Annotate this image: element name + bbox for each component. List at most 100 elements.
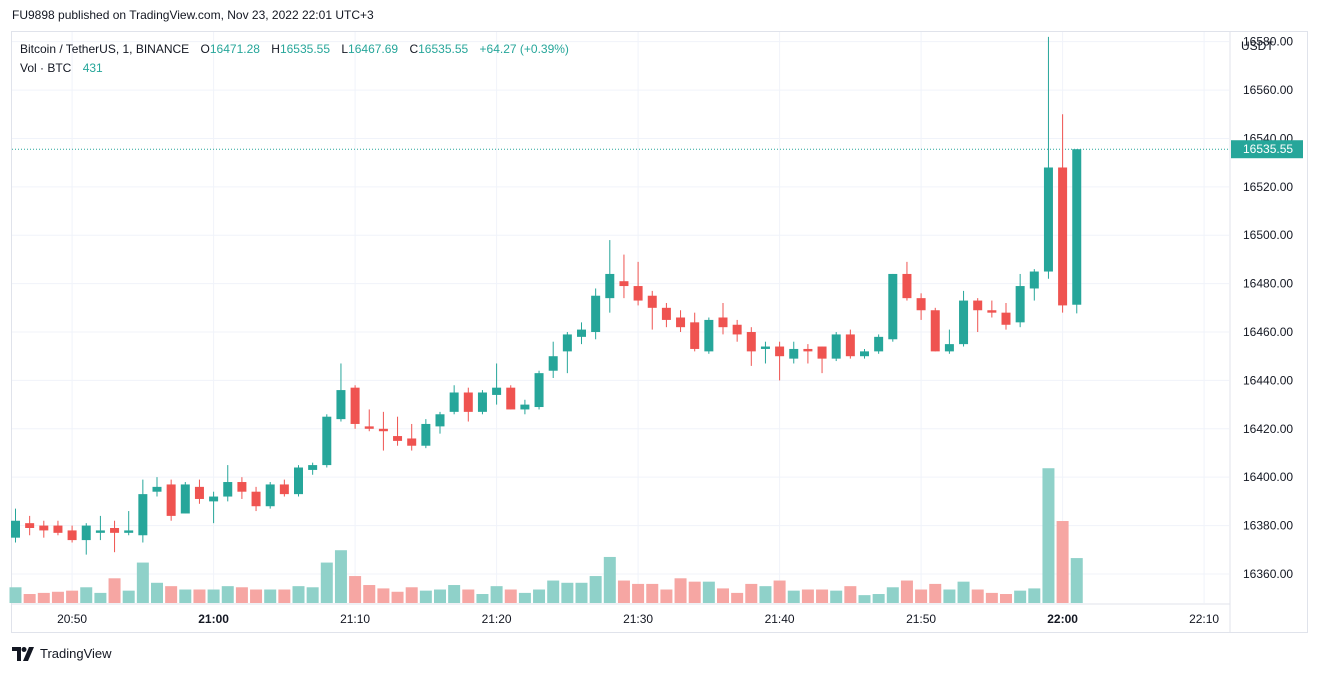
candle-body bbox=[364, 426, 374, 429]
volume-bar bbox=[320, 562, 333, 603]
volume-bar bbox=[235, 587, 248, 603]
candle-body bbox=[110, 527, 120, 533]
volume-bar bbox=[136, 562, 149, 603]
volume-bar bbox=[745, 583, 758, 603]
candle-body bbox=[194, 486, 204, 499]
price-tick-label: 16460.00 bbox=[1243, 325, 1293, 339]
candle bbox=[817, 346, 827, 374]
candle bbox=[294, 465, 303, 497]
candle-body bbox=[11, 520, 20, 538]
candle bbox=[237, 477, 247, 499]
volume-bar bbox=[886, 587, 899, 603]
footer-brand-text: TradingView bbox=[40, 646, 112, 661]
candle-body bbox=[95, 530, 105, 533]
candle bbox=[647, 290, 657, 330]
candle bbox=[1015, 273, 1025, 328]
legend-volume-label: Vol · BTC bbox=[20, 61, 72, 75]
candle-body bbox=[124, 530, 134, 533]
chart-legend: Bitcoin / TetherUS, 1, BINANCE O16471.28… bbox=[20, 40, 569, 78]
volume-bar bbox=[702, 581, 715, 603]
candle-body bbox=[251, 491, 261, 507]
candle-body bbox=[817, 346, 827, 359]
candle-body bbox=[548, 356, 558, 371]
candle-body bbox=[562, 334, 572, 352]
volume-bar bbox=[787, 590, 800, 603]
volume-bar bbox=[943, 589, 956, 603]
volume-bar bbox=[349, 576, 362, 603]
candle bbox=[350, 385, 360, 429]
published-caption: FU9898 published on TradingView.com, Nov… bbox=[12, 8, 374, 22]
volume-bar bbox=[674, 578, 687, 603]
candle bbox=[110, 520, 120, 553]
volume-bar bbox=[1056, 521, 1069, 603]
candle-body bbox=[152, 486, 162, 492]
candle-body bbox=[209, 496, 219, 502]
legend-open-label: O bbox=[200, 42, 210, 56]
time-tick-label: 21:40 bbox=[765, 612, 795, 626]
candle bbox=[916, 293, 926, 320]
volume-bar bbox=[646, 583, 659, 603]
price-axis: 16580.0016560.0016540.0016520.0016500.00… bbox=[1243, 35, 1293, 581]
candle-body bbox=[661, 307, 671, 320]
chart-frame[interactable] bbox=[11, 31, 1308, 633]
candle bbox=[378, 411, 388, 451]
volume-bar bbox=[419, 590, 432, 603]
volume-bars bbox=[9, 468, 1083, 603]
candle-body bbox=[265, 484, 275, 507]
candle-body bbox=[704, 319, 714, 352]
volume-bar bbox=[94, 592, 107, 603]
volume-bar bbox=[858, 595, 871, 603]
time-tick-label: 21:50 bbox=[906, 612, 936, 626]
volume-bar bbox=[801, 589, 814, 603]
currency-label: USDT bbox=[1241, 39, 1274, 53]
candle-body bbox=[1029, 271, 1039, 289]
volume-bar bbox=[434, 589, 446, 603]
volume-bar bbox=[334, 550, 347, 603]
legend-row-price: Bitcoin / TetherUS, 1, BINANCE O16471.28… bbox=[20, 40, 569, 59]
legend-close-value: 16535.55 bbox=[418, 42, 469, 56]
candle-body bbox=[775, 346, 785, 357]
candle-body bbox=[393, 436, 403, 441]
volume-bar bbox=[533, 589, 546, 603]
tradingview-logo-icon bbox=[12, 646, 34, 661]
candle-body bbox=[435, 414, 445, 427]
volume-bar bbox=[1028, 588, 1041, 603]
volume-bar bbox=[405, 587, 418, 603]
candle bbox=[407, 423, 417, 451]
candle-body bbox=[477, 392, 487, 412]
price-tick-label: 16560.00 bbox=[1243, 83, 1293, 97]
candle-body bbox=[506, 387, 516, 410]
volume-bar bbox=[518, 592, 531, 603]
legend-change: +64.27 (+0.39%) bbox=[479, 42, 569, 56]
time-tick-label: 21:10 bbox=[340, 612, 370, 626]
candle-body bbox=[407, 438, 417, 446]
volume-bar bbox=[561, 582, 574, 603]
candle bbox=[902, 261, 912, 301]
volume-bar bbox=[688, 581, 701, 603]
volume-bar bbox=[816, 589, 829, 603]
candlesticks bbox=[11, 36, 1082, 555]
time-tick-label: 21:00 bbox=[198, 612, 229, 626]
candle bbox=[463, 387, 473, 422]
candle-body bbox=[690, 322, 700, 349]
footer-brand[interactable]: TradingView bbox=[12, 646, 112, 661]
candle bbox=[322, 414, 332, 468]
volume-bar bbox=[122, 590, 135, 603]
candle-body bbox=[1072, 149, 1082, 305]
candle bbox=[944, 329, 954, 354]
volume-bar bbox=[108, 578, 121, 603]
volume-bar bbox=[759, 586, 772, 603]
candle bbox=[845, 329, 855, 359]
candle bbox=[619, 254, 629, 299]
candle bbox=[1001, 302, 1011, 330]
candle bbox=[1043, 36, 1053, 279]
candle-body bbox=[308, 465, 318, 470]
volume-bar bbox=[51, 591, 64, 603]
volume-bar bbox=[250, 589, 263, 603]
candle bbox=[308, 462, 318, 475]
volume-bar bbox=[165, 586, 178, 603]
candle bbox=[534, 370, 544, 410]
candle bbox=[959, 290, 969, 347]
candle-body bbox=[336, 390, 346, 420]
